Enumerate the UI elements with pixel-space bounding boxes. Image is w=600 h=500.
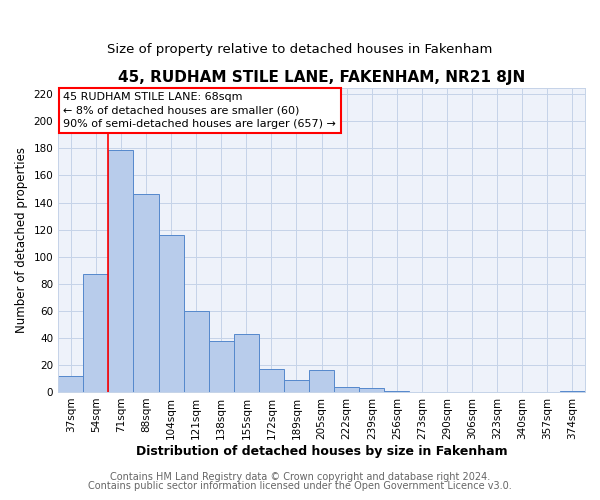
Bar [359, 388, 385, 392]
Bar [109, 150, 133, 392]
Bar [560, 390, 585, 392]
Bar [58, 376, 83, 392]
Bar [309, 370, 334, 392]
Bar [385, 390, 409, 392]
Y-axis label: Number of detached properties: Number of detached properties [15, 147, 28, 333]
Bar [259, 369, 284, 392]
Text: Size of property relative to detached houses in Fakenham: Size of property relative to detached ho… [107, 42, 493, 56]
Bar [83, 274, 109, 392]
Bar [234, 334, 259, 392]
Bar [133, 194, 158, 392]
X-axis label: Distribution of detached houses by size in Fakenham: Distribution of detached houses by size … [136, 444, 508, 458]
Title: 45, RUDHAM STILE LANE, FAKENHAM, NR21 8JN: 45, RUDHAM STILE LANE, FAKENHAM, NR21 8J… [118, 70, 525, 85]
Bar [184, 311, 209, 392]
Bar [334, 386, 359, 392]
Text: Contains public sector information licensed under the Open Government Licence v3: Contains public sector information licen… [88, 481, 512, 491]
Text: 45 RUDHAM STILE LANE: 68sqm
← 8% of detached houses are smaller (60)
90% of semi: 45 RUDHAM STILE LANE: 68sqm ← 8% of deta… [64, 92, 337, 128]
Bar [209, 340, 234, 392]
Text: Contains HM Land Registry data © Crown copyright and database right 2024.: Contains HM Land Registry data © Crown c… [110, 472, 490, 482]
Bar [158, 235, 184, 392]
Bar [284, 380, 309, 392]
